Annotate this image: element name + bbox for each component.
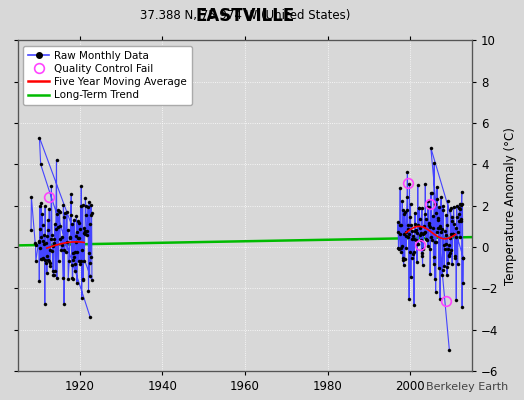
Title: EASTVILLE: EASTVILLE xyxy=(195,7,294,25)
Legend: Raw Monthly Data, Quality Control Fail, Five Year Moving Average, Long-Term Tren: Raw Monthly Data, Quality Control Fail, … xyxy=(23,46,192,105)
Y-axis label: Temperature Anomaly (°C): Temperature Anomaly (°C) xyxy=(504,127,517,285)
Text: 37.388 N, 75.974 W (United States): 37.388 N, 75.974 W (United States) xyxy=(140,9,350,22)
Text: Berkeley Earth: Berkeley Earth xyxy=(426,382,508,392)
